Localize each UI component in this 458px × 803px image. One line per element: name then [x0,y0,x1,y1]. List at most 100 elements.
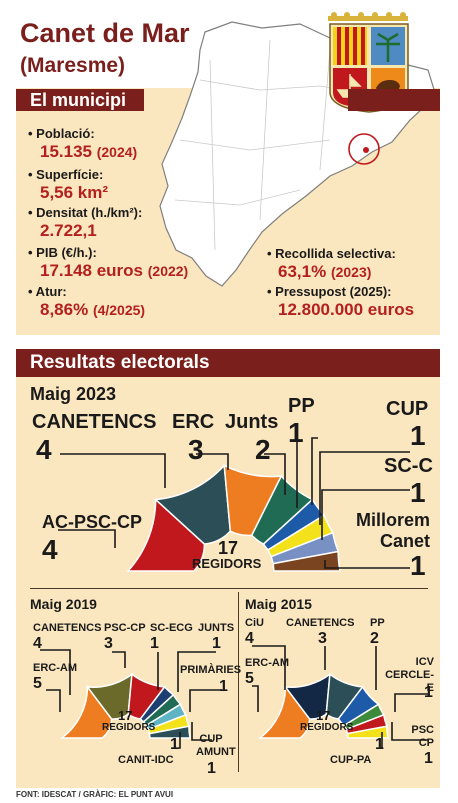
party-label-2019-erc-am: ERC-AM [33,662,77,674]
leader-line-8 [58,529,116,548]
total-2015-number: 17 [316,708,331,723]
party-label-2015-cup-pa: CUP-PA [330,754,372,766]
party-label-2015-pp: PP [370,617,385,629]
seat-count-2015-ciu: 4 [245,630,254,647]
leader-line-17 [252,645,286,690]
total-2019-label: REGIDORS [102,722,156,733]
party-label-2015-canetencs: CANETENCS [286,617,355,629]
party-label-2023-cup: CUP [386,398,429,420]
stat-value-recollida: 63,1% (2023) [278,262,372,281]
municipi-header [16,89,440,111]
total-2019-number: 17 [118,708,133,723]
stat-label-atur: • Atur: [28,284,67,299]
leader-line-21 [391,722,428,741]
leader-line-4 [311,437,318,505]
seat-count-2015-erc-am: 5 [245,670,254,687]
party-label-2015-icv: ICV CERCLE-E [385,656,434,694]
page-subtitle: (Maresme) [20,54,126,77]
seat-count-2023-acpsccp: 4 [42,534,58,565]
seat-count-2019-erc-am: 5 [33,675,42,692]
location-marker-circle [348,133,380,165]
seat-count-2015-icv: 1 [424,684,433,701]
seat-count-2023-erc: 3 [188,434,204,465]
leader-line-16 [178,732,181,749]
party-label-2023-junts: Junts [225,411,279,433]
party-label-2015-psc: PSC CP [411,724,434,749]
stat-value-pib: 17.148 euros (2022) [40,261,189,280]
party-label-2023-scc: SC-C [384,455,433,477]
seat-count-2015-psc: 1 [424,750,433,767]
leader-line-10 [112,651,126,668]
party-label-2023-pp: PP [288,395,315,417]
stat-value-densitat: 2.722,1 [40,221,97,240]
election-2023-title: Maig 2023 [30,384,117,404]
leader-line-6 [321,489,410,540]
seat-count-2023-cup: 1 [410,420,426,451]
leader-line-12 [177,651,216,692]
party-label-2019-cup-amunt: CUP AMUNT [196,733,236,758]
seat-count-2019-canit-idc: 1 [170,736,179,753]
stat-value-superficie: 5,56 km² [40,183,109,202]
seat-count-2023-canetencs: 4 [36,434,52,465]
leader-line-20 [394,693,428,712]
party-label-2019-scecg: SC-ECG [150,622,193,634]
seat-segment-e2023-7 [272,550,341,572]
party-label-2023-canetencs: CANETENCS [32,411,157,433]
stat-label-recollida: • Recollida selectiva: [267,246,396,261]
divider-vertical [238,592,239,772]
party-label-2023-millorem: Millorem Canet [355,510,430,551]
party-label-2019-canetencs: CANETENCS [33,622,102,634]
party-label-2019-primaries: PRIMÀRIES [180,664,242,676]
stat-value-poblacio: 15.135 (2024) [40,142,138,161]
divider-horizontal [30,588,428,589]
source-note: FONT: IDESCAT / GRÀFIC: EL PUNT AVUI [16,790,174,799]
seat-count-2015-pp: 2 [370,630,379,647]
party-label-2015-erc-am: ERC-AM [245,657,289,669]
stat-value-atur: 8,86% (4/2025) [40,300,146,319]
stat-label-pib: • PIB (€/h.): [28,245,97,260]
leader-line-5 [319,451,410,525]
seat-count-2023-millorem: 1 [410,550,426,581]
seat-count-2019-junts: 1 [212,635,221,652]
seat-count-2023-pp: 1 [288,417,304,448]
stat-label-superficie: • Superfície: [28,167,104,182]
election-2019-title: Maig 2019 [30,596,97,612]
stat-value-pressupost: 12.800.000 euros [278,300,415,319]
leader-line-0 [60,453,166,488]
leader-line-15 [191,722,212,741]
stat-label-densitat: • Densitat (h./km²): [28,205,143,220]
results-heading: Resultats electorals [30,352,210,373]
seat-count-2019-cup-amunt: 1 [207,760,216,777]
results-header-bar [16,349,440,377]
seat-count-2019-primaries: 1 [219,678,228,695]
seat-count-2015-cup-pa: 1 [375,736,384,753]
party-label-2019-canit-idc: CANIT-IDC [118,754,174,766]
leader-line-7 [324,560,410,569]
total-2023-number: 17 [218,538,239,558]
leader-line-14 [189,689,222,712]
leader-line-13 [46,689,61,712]
stat-label-poblacio: • Població: [28,126,95,141]
leader-line-23 [252,685,259,712]
total-2015-label: REGIDORS [300,722,354,733]
leader-line-2 [264,453,286,495]
total-2023-label: REGIDORS [192,556,262,571]
party-label-2019-junts: JUNTS [198,622,235,634]
leader-line-22 [380,732,383,749]
seat-count-2019-scecg: 1 [150,635,159,652]
seat-count-2023-junts: 2 [255,434,271,465]
seat-count-2015-canetencs: 3 [318,630,327,647]
election-2015-title: Maig 2015 [245,596,312,612]
seat-count-2019-psccp: 3 [104,635,113,652]
seat-count-2019-canetencs: 4 [33,635,42,652]
party-label-2015-ciu: CiU [245,617,264,629]
leader-line-9 [40,649,71,695]
party-label-2019-psccp: PSC-CP [104,622,146,634]
party-label-2023-erc: ERC [172,411,215,433]
municipi-heading: El municipi [30,90,127,110]
page-title: Canet de Mar [20,18,190,48]
seat-segment-e2015-6 [346,725,389,739]
party-label-2023-acpsccp: AC-PSC-CP [42,512,143,532]
stat-label-pressupost: • Pressupost (2025): [267,284,392,299]
